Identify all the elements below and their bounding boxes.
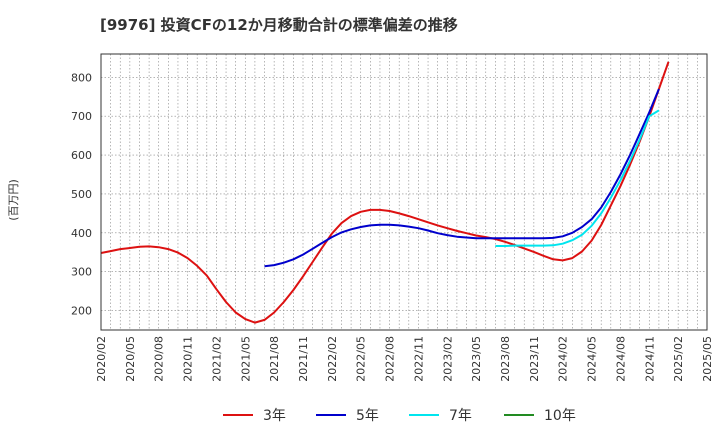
x-tick-label: 2024/08 [614, 336, 627, 382]
x-tick-label: 2023/11 [528, 336, 541, 382]
x-tick-label: 2020/05 [124, 336, 137, 382]
y-tick-label: 700 [71, 110, 92, 123]
x-tick-label: 2023/08 [499, 336, 512, 382]
x-tick-label: 2021/08 [268, 336, 281, 382]
x-tick-label: 2025/02 [672, 336, 685, 382]
x-tick-label: 2024/02 [557, 336, 570, 382]
y-tick-label: 800 [71, 71, 92, 84]
plot-frame [100, 53, 708, 331]
grid-layer [101, 54, 707, 330]
y-tick-label: 200 [71, 305, 92, 318]
series-line-1 [100, 61, 670, 324]
x-tick-label: 2025/05 [701, 336, 714, 382]
chart-title: [9976] 投資CFの12か月移動合計の標準偏差の推移 [100, 16, 458, 34]
x-tick-label: 2022/05 [355, 336, 368, 382]
plot-background [101, 54, 707, 330]
y-tick-label: 600 [71, 149, 92, 162]
legend: 3年 5年 7年 10年 [223, 408, 576, 424]
x-tick-label: 2022/08 [384, 336, 397, 382]
y-axis-label: (百万円) [7, 179, 20, 221]
x-tick-label: 2024/05 [586, 336, 599, 382]
x-tick-label: 2021/05 [239, 336, 252, 382]
x-tick-label: 2022/11 [412, 336, 425, 382]
x-tick-label: 2022/02 [326, 336, 339, 382]
x-tick-label: 2021/11 [297, 336, 310, 382]
legend-label-1: 3年 [263, 408, 286, 424]
series-line-2 [264, 88, 660, 268]
x-tick-label: 2021/02 [210, 336, 223, 382]
legend-label-4: 10年 [544, 408, 576, 424]
y-tick-label: 300 [71, 266, 92, 279]
x-tick-label: 2023/02 [441, 336, 454, 382]
series-layer [100, 61, 670, 324]
x-tick-label: 2024/11 [643, 336, 656, 382]
y-tick-labels: 200 300 400 500 600 700 800 [71, 71, 92, 317]
legend-label-3: 7年 [449, 408, 472, 424]
x-tick-label: 2023/05 [470, 336, 483, 382]
x-tick-label: 2020/02 [95, 336, 108, 382]
y-tick-label: 400 [71, 227, 92, 240]
x-tick-label: 2020/08 [153, 336, 166, 382]
series-line-3 [495, 109, 660, 247]
y-tick-label: 500 [71, 188, 92, 201]
legend-label-2: 5年 [356, 408, 379, 424]
x-tick-label: 2020/11 [182, 336, 195, 382]
x-tick-labels: 2020/02 2020/05 2020/08 2020/11 2021/02 2021/… [95, 336, 714, 382]
